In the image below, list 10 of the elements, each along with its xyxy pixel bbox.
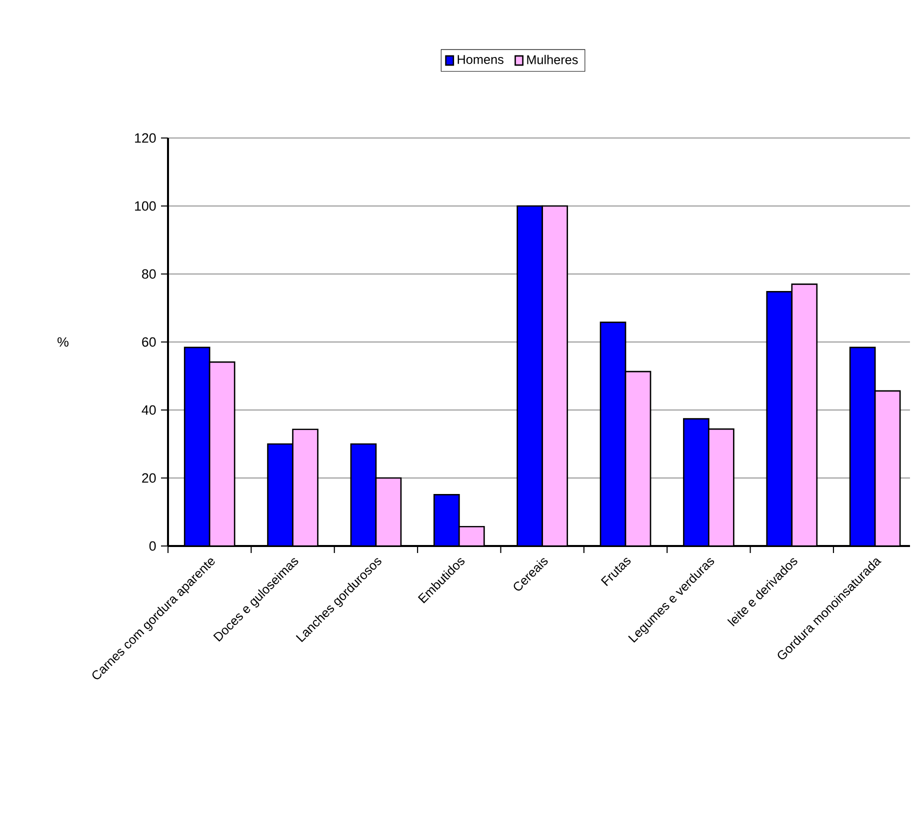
y-tick-label: 80 <box>142 269 156 279</box>
y-tick-label: 40 <box>142 405 156 415</box>
y-tick-label: 120 <box>135 133 156 143</box>
legend-label: Homens <box>458 55 504 64</box>
legend-label: Mulheres <box>527 54 578 64</box>
y-tick-label: 100 <box>135 201 156 211</box>
y-tick-label: 60 <box>142 337 156 347</box>
y-axis-title: % <box>58 337 68 347</box>
y-tick-label: 0 <box>149 541 156 551</box>
y-tick-label: 20 <box>142 473 156 483</box>
